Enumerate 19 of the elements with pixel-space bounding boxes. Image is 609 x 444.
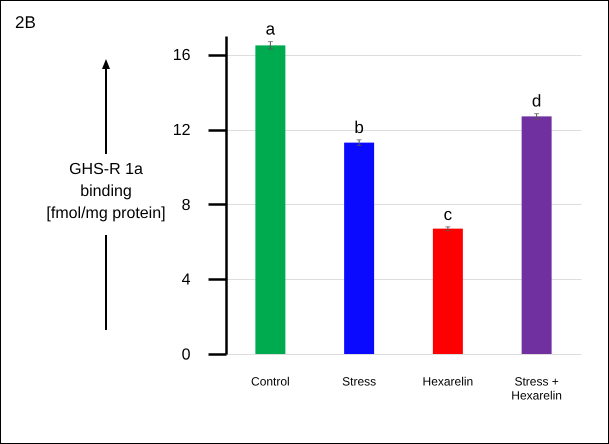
y-tick-label: 4: [182, 272, 191, 289]
x-tick-label: Stress + Hexarelin: [511, 374, 562, 402]
annotation: c: [444, 204, 453, 224]
bar: [255, 45, 286, 354]
bar: [522, 116, 552, 354]
x-tick-label: Stress: [342, 374, 376, 388]
annotation: b: [354, 118, 364, 137]
y-tick-label: 0: [182, 346, 191, 364]
annotation: a: [266, 20, 276, 39]
y-tick-label: 16: [172, 47, 191, 64]
bar: [344, 142, 374, 354]
bar: [432, 228, 463, 354]
text: 2B: [15, 13, 36, 33]
y-axis-title: GHS-R 1a binding [fmol/mg protein]: [46, 161, 166, 222]
annotation: d: [532, 92, 542, 111]
y-tick-label: 12: [172, 122, 191, 140]
y-tick-label: 8: [182, 196, 191, 214]
x-tick-label: Control: [251, 374, 290, 388]
x-tick-label: Hexarelin: [422, 374, 474, 388]
